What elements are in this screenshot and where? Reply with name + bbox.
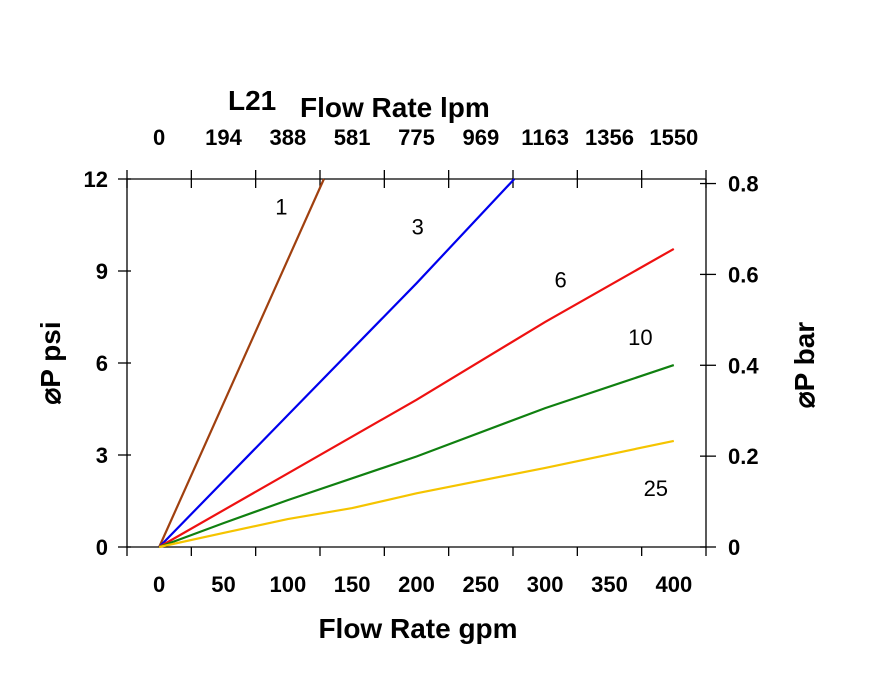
x-tick-label: 250 (462, 572, 499, 597)
y-tick-label: 0 (96, 535, 108, 560)
x2-tick-label: 581 (334, 125, 371, 150)
y2-tick-label: 0.2 (728, 444, 759, 469)
x-tick-label: 0 (153, 572, 165, 597)
left-axis-title: ⌀P psi (35, 321, 66, 404)
series-label-6: 6 (554, 267, 566, 292)
x-tick-label: 300 (527, 572, 564, 597)
x-tick-label: 350 (591, 572, 628, 597)
x2-tick-label: 1356 (585, 125, 634, 150)
x2-tick-label: 0 (153, 125, 165, 150)
bottom-axis-title: Flow Rate gpm (318, 613, 517, 644)
x2-tick-label: 969 (462, 125, 499, 150)
y2-tick-label: 0 (728, 535, 740, 560)
series-line-25 (158, 439, 675, 549)
x-tick-label: 50 (211, 572, 235, 597)
x2-tick-label: 388 (269, 125, 306, 150)
y-tick-label: 9 (96, 259, 108, 284)
x2-tick-label: 1550 (649, 125, 698, 150)
y2-tick-label: 0.4 (728, 353, 759, 378)
x-tick-label: 400 (655, 572, 692, 597)
y2-tick-label: 0.8 (728, 172, 759, 197)
series-line-6 (158, 247, 675, 548)
x-tick-label: 150 (334, 572, 371, 597)
top-axis-title: Flow Rate lpm (300, 92, 490, 123)
series-label-10: 10 (628, 325, 652, 350)
x-tick-label: 100 (269, 572, 306, 597)
series-line-1 (158, 178, 325, 548)
x-tick-label: 200 (398, 572, 435, 597)
x2-tick-label: 194 (205, 125, 242, 150)
series-line-10 (158, 364, 675, 549)
y-tick-label: 12 (84, 167, 108, 192)
y2-tick-label: 0.6 (728, 262, 759, 287)
series-label-3: 3 (412, 215, 424, 240)
chart-title: L21 (228, 85, 276, 116)
right-axis-title: ⌀P bar (789, 322, 820, 408)
series-line-3 (158, 178, 516, 548)
x2-tick-label: 1163 (521, 125, 569, 150)
y-tick-label: 6 (96, 351, 108, 376)
series-label-1: 1 (275, 195, 287, 220)
series-label-25: 25 (644, 476, 668, 501)
x2-tick-label: 775 (398, 125, 435, 150)
y-tick-label: 3 (96, 443, 108, 468)
